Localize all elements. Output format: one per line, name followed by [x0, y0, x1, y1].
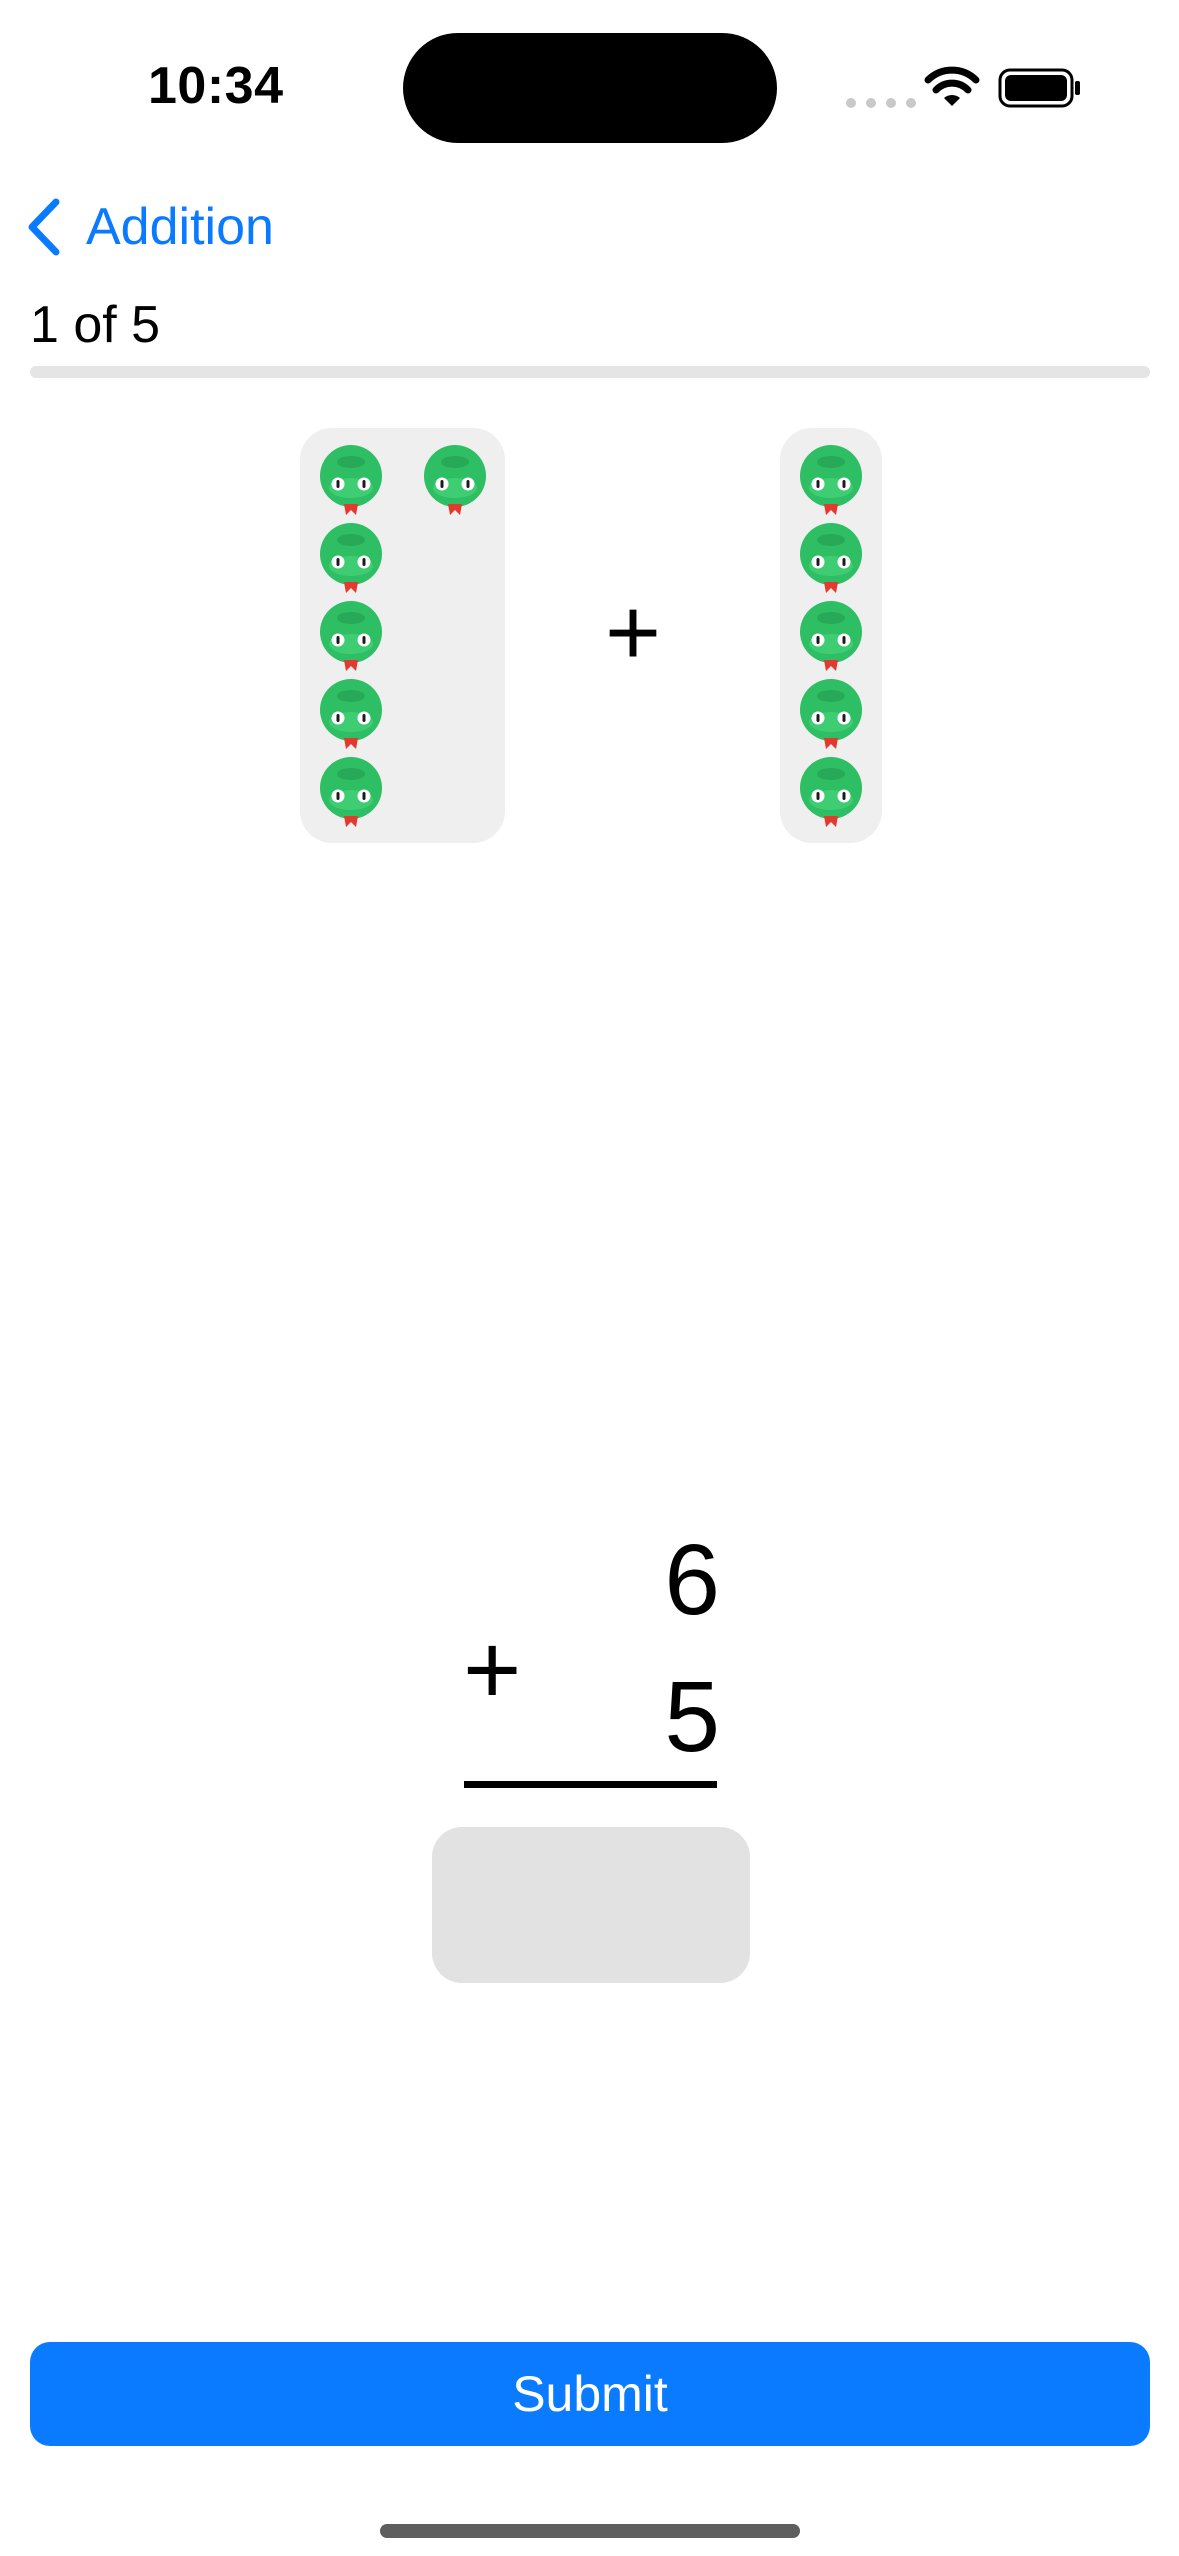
answer-input[interactable] — [432, 1827, 750, 1983]
problem-top-number: 6 — [664, 1524, 720, 1636]
alligator-icon — [796, 442, 866, 516]
battery-icon — [998, 68, 1080, 108]
home-indicator — [380, 2524, 800, 2538]
alligator-icon — [796, 676, 866, 750]
alligator-icon — [316, 520, 386, 594]
submit-button[interactable]: Submit — [30, 2342, 1150, 2446]
alligator-icon — [316, 754, 386, 828]
left-counter-group — [300, 428, 505, 843]
progress-bar — [30, 366, 1150, 378]
alligator-icon — [796, 598, 866, 672]
chevron-left-icon — [28, 198, 60, 256]
alligator-icon — [796, 520, 866, 594]
back-button[interactable]: Addition — [26, 195, 274, 259]
alligator-icon — [796, 754, 866, 828]
alligator-icon — [420, 442, 490, 516]
right-counter-group — [780, 428, 882, 843]
sum-line — [464, 1781, 717, 1788]
problem-bottom-number: 5 — [664, 1661, 720, 1773]
status-time: 10:34 — [148, 57, 284, 115]
dynamic-island — [403, 33, 777, 143]
alligator-icon — [316, 442, 386, 516]
wifi-icon — [924, 66, 980, 106]
visual-plus-sign: + — [605, 579, 662, 686]
progress-label: 1 of 5 — [30, 296, 161, 354]
back-button-label: Addition — [86, 198, 274, 256]
alligator-icon — [316, 598, 386, 672]
problem-operator: + — [463, 1614, 522, 1726]
cellular-signal-icon — [846, 98, 916, 108]
alligator-icon — [316, 676, 386, 750]
